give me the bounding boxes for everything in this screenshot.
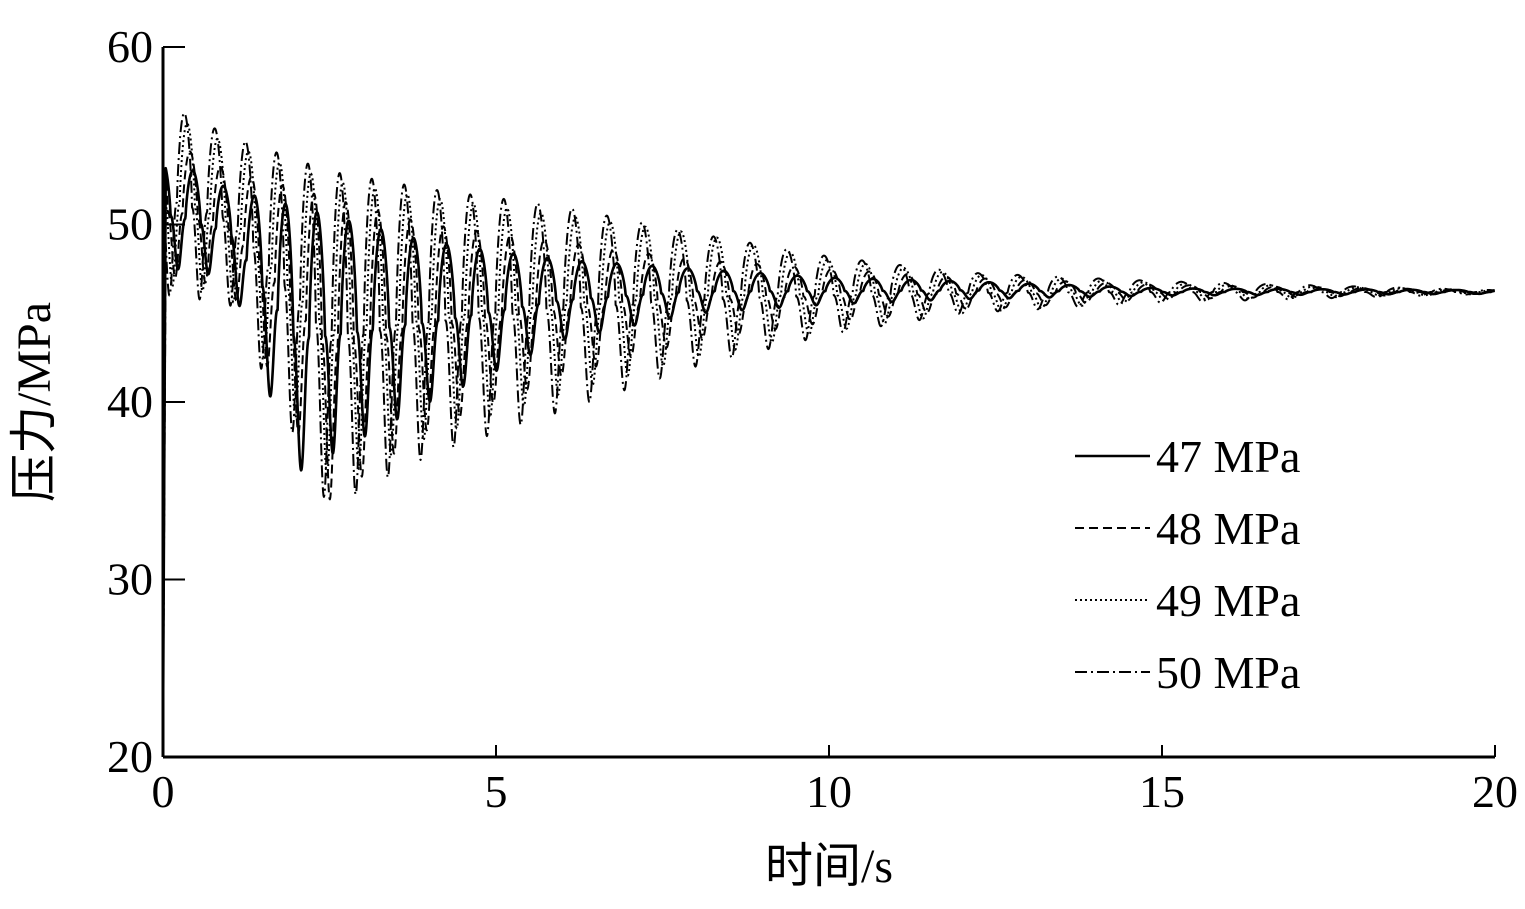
series-group: [161, 112, 1496, 731]
y-axis-label: 压力/MPa: [8, 302, 61, 502]
series-line-49-mpa: [162, 122, 1496, 731]
series-line-50-mpa: [162, 112, 1496, 731]
x-tick-label: 0: [152, 766, 175, 817]
series-line-48-mpa: [162, 150, 1496, 731]
x-tick-label: 10: [806, 766, 852, 817]
y-tick-label: 60: [107, 21, 153, 72]
y-tick-label: 40: [107, 376, 153, 427]
legend-label: 47 MPa: [1156, 431, 1300, 482]
y-tick-label: 30: [107, 554, 153, 605]
x-tick-label: 5: [485, 766, 508, 817]
plot-area: 0 5 10 15 20 20 30 40 50 60: [107, 21, 1518, 817]
ticks-group: 0 5 10 15 20 20 30 40 50 60: [107, 21, 1518, 817]
legend-label: 48 MPa: [1156, 503, 1300, 554]
legend: 47 MPa 48 MPa 49 MPa 50 MPa: [1075, 431, 1300, 698]
legend-label: 50 MPa: [1156, 647, 1300, 698]
x-axis-label: 时间/s: [765, 840, 893, 893]
y-tick-label: 50: [107, 199, 153, 250]
x-tick-label: 15: [1139, 766, 1185, 817]
y-tick-label: 20: [107, 731, 153, 782]
x-tick-label: 20: [1472, 766, 1518, 817]
legend-label: 49 MPa: [1156, 575, 1300, 626]
series-line-47-mpa: [161, 166, 1496, 731]
